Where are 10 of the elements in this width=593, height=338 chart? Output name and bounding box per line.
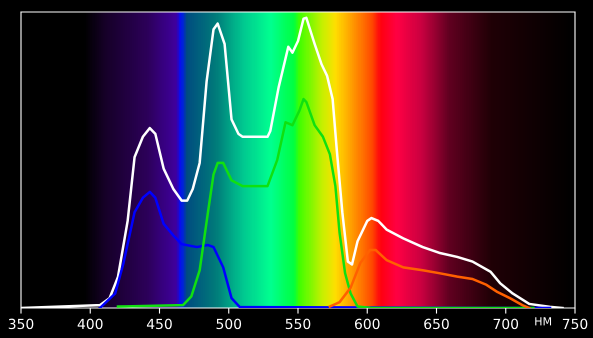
x-tick-label: 650 <box>424 318 449 330</box>
x-tick-label: 700 <box>494 318 518 330</box>
x-tick-label: 500 <box>216 318 242 330</box>
x-tick-label: 350 <box>8 318 34 330</box>
x-tick-label: 750 <box>562 318 588 330</box>
x-tick-label: 400 <box>78 318 103 330</box>
x-tick-label: 450 <box>146 318 172 330</box>
x-axis-title: НМ <box>535 317 552 326</box>
x-tick-label: 550 <box>286 318 310 330</box>
x-tick-label: 600 <box>354 318 380 330</box>
